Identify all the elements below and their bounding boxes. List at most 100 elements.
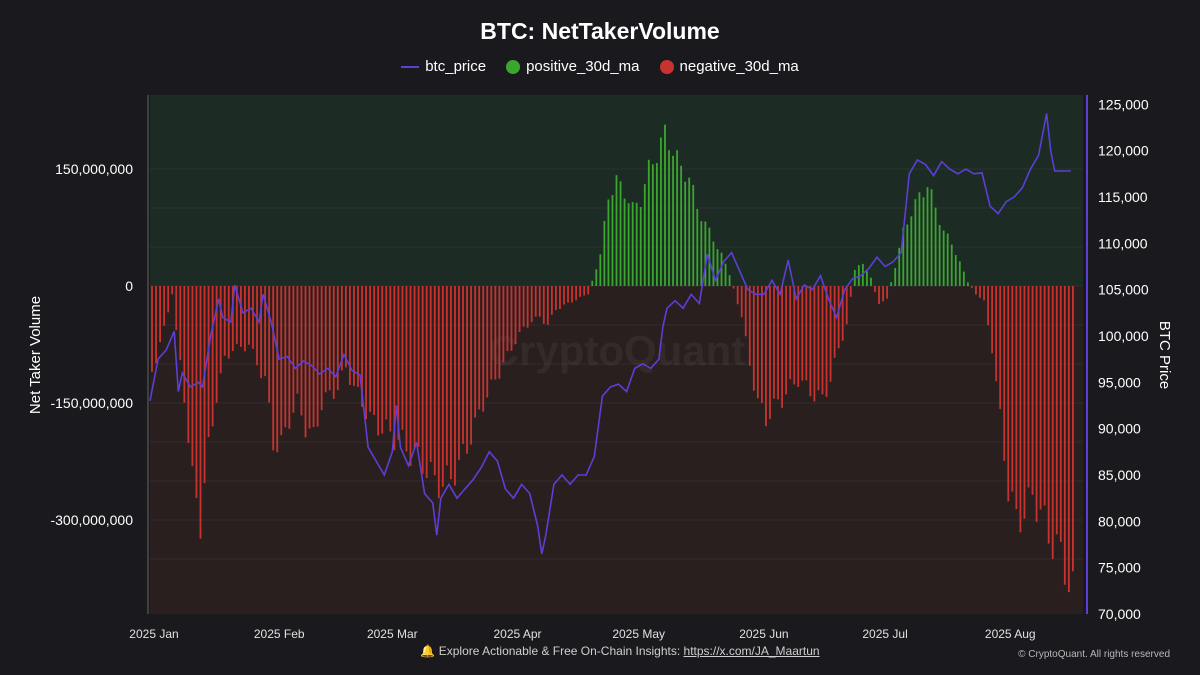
negative-bar	[365, 286, 367, 420]
y2-tick-label: 120,000	[1098, 143, 1149, 159]
negative-bar	[252, 286, 254, 349]
negative-bar	[546, 286, 549, 325]
negative-bar	[1027, 286, 1030, 488]
positive-bar	[942, 230, 945, 286]
bell-icon: 🔔	[420, 644, 436, 658]
legend-item-negative[interactable]: negative_30d_ma	[659, 58, 799, 75]
negative-bar	[316, 286, 319, 427]
negative-bar	[744, 286, 747, 337]
positive-bar	[660, 137, 662, 286]
negative-bar	[260, 286, 262, 379]
positive-bar	[664, 124, 666, 286]
negative-bar	[983, 286, 985, 301]
negative-bar	[773, 286, 775, 399]
negative-bar	[361, 286, 363, 407]
negative-bar	[454, 286, 456, 486]
y2-tick-label: 90,000	[1098, 421, 1141, 437]
negative-bar	[401, 286, 404, 430]
legend-item-btc-price[interactable]: btc_price	[401, 58, 486, 75]
positive-bar	[676, 150, 678, 286]
negative-bar	[550, 286, 553, 315]
negative-bar	[466, 286, 468, 454]
footer-link[interactable]: https://x.com/JA_Maartun	[683, 644, 820, 658]
negative-bar	[583, 286, 586, 296]
negative-bar	[740, 286, 743, 318]
footer-cta-text: Explore Actionable & Free On-Chain Insig…	[438, 644, 684, 658]
positive-bar	[672, 155, 674, 286]
legend-line-swatch	[401, 65, 420, 68]
negative-bar	[809, 286, 812, 397]
legend-label: btc_price	[425, 58, 487, 75]
positive-bar	[655, 162, 658, 286]
negative-bar	[474, 286, 477, 418]
legend-item-positive[interactable]: positive_30d_ma	[506, 58, 640, 75]
positive-bar	[635, 202, 638, 286]
negative-bar	[1043, 286, 1046, 506]
positive-bar	[906, 224, 909, 286]
negative-bar	[979, 286, 981, 298]
positive-bar	[603, 220, 606, 286]
negative-bar	[353, 286, 355, 386]
negative-bar	[235, 286, 238, 344]
positive-bar	[680, 165, 683, 286]
negative-bar	[211, 286, 214, 427]
positive-bar	[870, 277, 872, 286]
x-tick-label: 2025 Aug	[985, 627, 1036, 641]
negative-bar	[336, 286, 339, 391]
positive-bar	[938, 224, 941, 286]
negative-bar	[437, 286, 440, 499]
positive-bar	[595, 269, 598, 286]
negative-bar	[191, 286, 194, 467]
negative-bar	[268, 286, 271, 403]
x-tick-label: 2025 Jul	[862, 627, 907, 641]
negative-bar	[555, 286, 557, 311]
negative-bar	[373, 286, 376, 416]
negative-bar	[482, 286, 485, 412]
negative-bar	[292, 286, 295, 413]
negative-bar	[381, 286, 384, 434]
negative-bar	[397, 286, 400, 440]
footer-cta: 🔔 Explore Actionable & Free On-Chain Ins…	[0, 644, 1200, 658]
positive-bar	[599, 254, 602, 286]
negative-bar	[462, 286, 464, 444]
negative-bar	[167, 286, 170, 313]
negative-bar	[239, 286, 242, 347]
negative-bar	[1011, 286, 1014, 492]
negative-bar	[752, 286, 755, 391]
legend-label: negative_30d_ma	[679, 58, 799, 75]
negative-bar	[538, 286, 541, 317]
negative-bar	[1051, 286, 1054, 559]
negative-bar	[999, 286, 1002, 409]
negative-bar	[175, 286, 178, 331]
negative-bar	[385, 286, 388, 420]
positive-bar	[890, 282, 893, 286]
negative-bar	[417, 286, 420, 447]
negative-bar	[405, 286, 408, 452]
negative-bar	[450, 286, 452, 480]
negative-bar	[1023, 286, 1026, 519]
negative-bar	[813, 286, 816, 402]
positive-bar	[639, 207, 642, 286]
negative-bar	[199, 286, 202, 539]
negative-bar	[264, 286, 267, 377]
negative-bar	[494, 286, 497, 380]
negative-bar	[179, 286, 182, 361]
positive-bar	[651, 164, 654, 286]
negative-bar	[841, 286, 844, 341]
positive-bar	[914, 199, 917, 286]
y2-tick-label: 80,000	[1098, 513, 1141, 529]
negative-bar	[833, 286, 836, 358]
y2-axis-title: BTC Price	[1156, 321, 1173, 389]
positive-bar	[946, 233, 949, 286]
negative-bar	[801, 286, 804, 381]
negative-bar	[300, 286, 303, 416]
positive-bar	[643, 184, 646, 286]
negative-bar	[280, 286, 283, 436]
negative-bar	[837, 286, 840, 349]
positive-bar	[950, 244, 953, 286]
negative-bar	[510, 286, 513, 351]
negative-bar	[1047, 286, 1050, 544]
y-axis-title: Net Taker Volume	[27, 296, 44, 414]
positive-bar	[716, 249, 719, 286]
